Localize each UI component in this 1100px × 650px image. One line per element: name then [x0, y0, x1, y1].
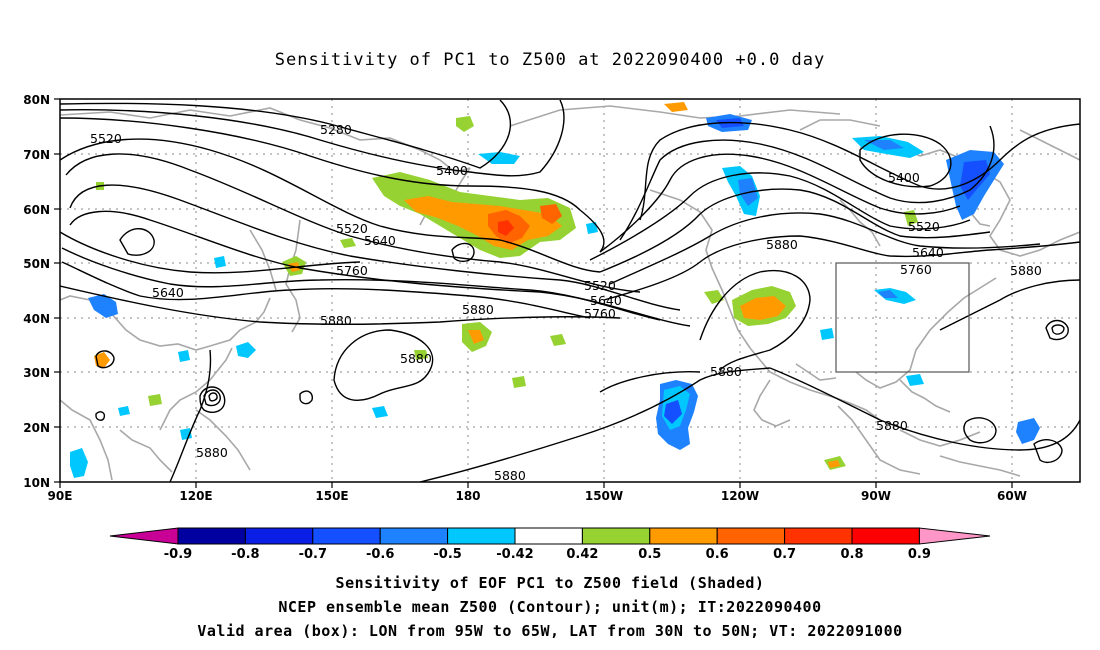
- colorbar-swatch: [851, 527, 920, 545]
- contour-label: 5880: [494, 468, 526, 483]
- lat-label: 10N: [23, 476, 50, 490]
- contour-label: 5760: [584, 306, 616, 321]
- lat-label: 80N: [23, 93, 50, 107]
- contour-label: 5520: [336, 221, 368, 236]
- colorbar-label: 0.42: [566, 547, 598, 562]
- lat-label: 50N: [23, 257, 50, 271]
- caption-line-1: Sensitivity of EOF PC1 to Z500 field (Sh…: [335, 574, 765, 592]
- contour-label: 5520: [584, 278, 616, 293]
- colorbar-swatch: [581, 527, 651, 545]
- gridlines: [60, 99, 1080, 482]
- sensitivity-shading: [70, 102, 1040, 478]
- colorbar-swatch: [649, 527, 718, 545]
- plot-title: Sensitivity of PC1 to Z500 at 2022090400…: [274, 50, 826, 70]
- contour-label: 5880: [876, 418, 908, 433]
- lon-label: 90W: [861, 489, 891, 503]
- lat-label: 20N: [23, 421, 50, 435]
- contour-label: 5880: [196, 445, 228, 460]
- colorbar-label: -0.7: [299, 547, 327, 562]
- lon-label: 150E: [315, 489, 348, 503]
- contour-label: 5880: [710, 364, 742, 379]
- colorbar-label: -0.42: [496, 547, 533, 562]
- lon-label: 90E: [48, 489, 73, 503]
- contour-label: 5520: [908, 219, 940, 234]
- contour-label: 5640: [590, 293, 622, 308]
- colorbar-label: 0.9: [908, 547, 931, 562]
- colorbar-swatch: [177, 527, 246, 545]
- lat-label: 60N: [23, 203, 50, 217]
- contour-label: 5880: [320, 313, 352, 328]
- longitude-labels: 90E 120E 150E 180 150W 120W 90W 60W: [48, 489, 1027, 503]
- z500-contours: [60, 99, 1080, 482]
- lon-label: 150W: [585, 489, 623, 503]
- contour-label: 5760: [900, 262, 932, 277]
- colorbar-label: -0.5: [433, 547, 461, 562]
- colorbar-swatch: [244, 527, 314, 545]
- lon-label: 120E: [179, 489, 212, 503]
- colorbar: -0.9 -0.8 -0.7 -0.6 -0.5 -0.42 0.42 0.5 0.6 0.7 0.…: [109, 527, 991, 562]
- contour-label: 5760: [336, 263, 368, 278]
- plot-frame: [59, 98, 1081, 483]
- colorbar-swatch: [379, 527, 449, 545]
- colorbar-label: 0.7: [773, 547, 796, 562]
- contour-label: 5880: [1010, 263, 1042, 278]
- contour-label: 5640: [912, 245, 944, 260]
- coastlines: [60, 105, 1080, 481]
- contour-label: 5880: [462, 302, 494, 317]
- contour-label: 5280: [320, 122, 352, 137]
- latitude-labels: 80N 70N 60N 50N 40N 30N 20N 10N: [23, 93, 50, 490]
- lat-label: 30N: [23, 366, 50, 380]
- colorbar-label: 0.6: [706, 547, 729, 562]
- contour-label: 5400: [888, 170, 920, 185]
- contour-label: 5400: [436, 163, 468, 178]
- contour-label: 5640: [364, 233, 396, 248]
- lat-label: 70N: [23, 148, 50, 162]
- colorbar-swatch: [447, 527, 516, 545]
- colorbar-swatch: [312, 527, 381, 545]
- colorbar-swatch: [716, 527, 786, 545]
- colorbar-label: -0.8: [231, 547, 259, 562]
- caption-line-3: Valid area (box): LON from 95W to 65W, L…: [197, 622, 903, 640]
- valid-area-box: [835, 262, 970, 373]
- contour-label: 5880: [400, 351, 432, 366]
- colorbar-label: 0.5: [638, 547, 661, 562]
- colorbar-label: -0.6: [366, 547, 394, 562]
- contour-label: 5880: [766, 237, 798, 252]
- lon-label: 180: [455, 489, 480, 503]
- colorbar-swatch: [784, 527, 853, 545]
- caption-line-2: NCEP ensemble mean Z500 (Contour); unit(…: [278, 598, 822, 616]
- colorbar-swatch: [514, 527, 583, 545]
- contour-label: 5640: [152, 285, 184, 300]
- lon-label: 120W: [721, 489, 759, 503]
- colorbar-high-end: [918, 527, 991, 545]
- colorbar-label: 0.8: [840, 547, 863, 562]
- lat-label: 40N: [23, 312, 50, 326]
- contour-labels: 5520 5280 5400 5520 5640 5760 5640 5880 …: [90, 122, 1042, 483]
- colorbar-low-end: [109, 527, 179, 545]
- colorbar-label: -0.9: [164, 547, 192, 562]
- lon-label: 60W: [997, 489, 1027, 503]
- contour-label: 5520: [90, 131, 122, 146]
